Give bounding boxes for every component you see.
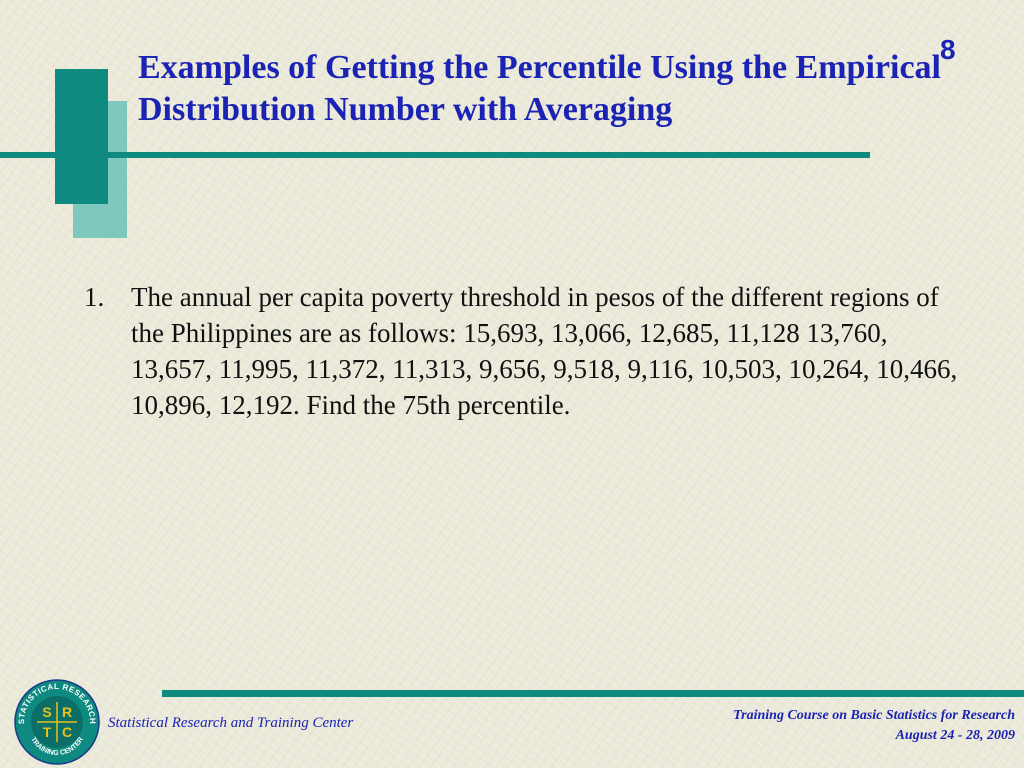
title-divider (0, 152, 870, 158)
decorative-block-dark (55, 69, 108, 204)
srtc-logo: STATISTICAL RESEARCH TRAINING CENTER S R… (14, 679, 100, 765)
footer-course: Training Course on Basic Statistics for … (733, 708, 1015, 723)
slide-number: 8 (940, 34, 956, 65)
list-item-text: The annual per capita poverty threshold … (131, 282, 958, 420)
footer-course-info: Training Course on Basic Statistics for … (733, 706, 1015, 746)
logo-letter: C (62, 724, 72, 740)
footer-dates: August 24 - 28, 2009 (895, 728, 1015, 743)
footer-divider (162, 690, 1024, 697)
logo-letter: R (62, 704, 72, 720)
slide-title: Examples of Getting the Percentile Using… (138, 49, 941, 128)
footer-organization: Statistical Research and Training Center (108, 715, 354, 731)
logo-letter: S (42, 704, 51, 720)
logo-letter: T (43, 724, 52, 740)
list-item-number: 1. (84, 282, 105, 312)
